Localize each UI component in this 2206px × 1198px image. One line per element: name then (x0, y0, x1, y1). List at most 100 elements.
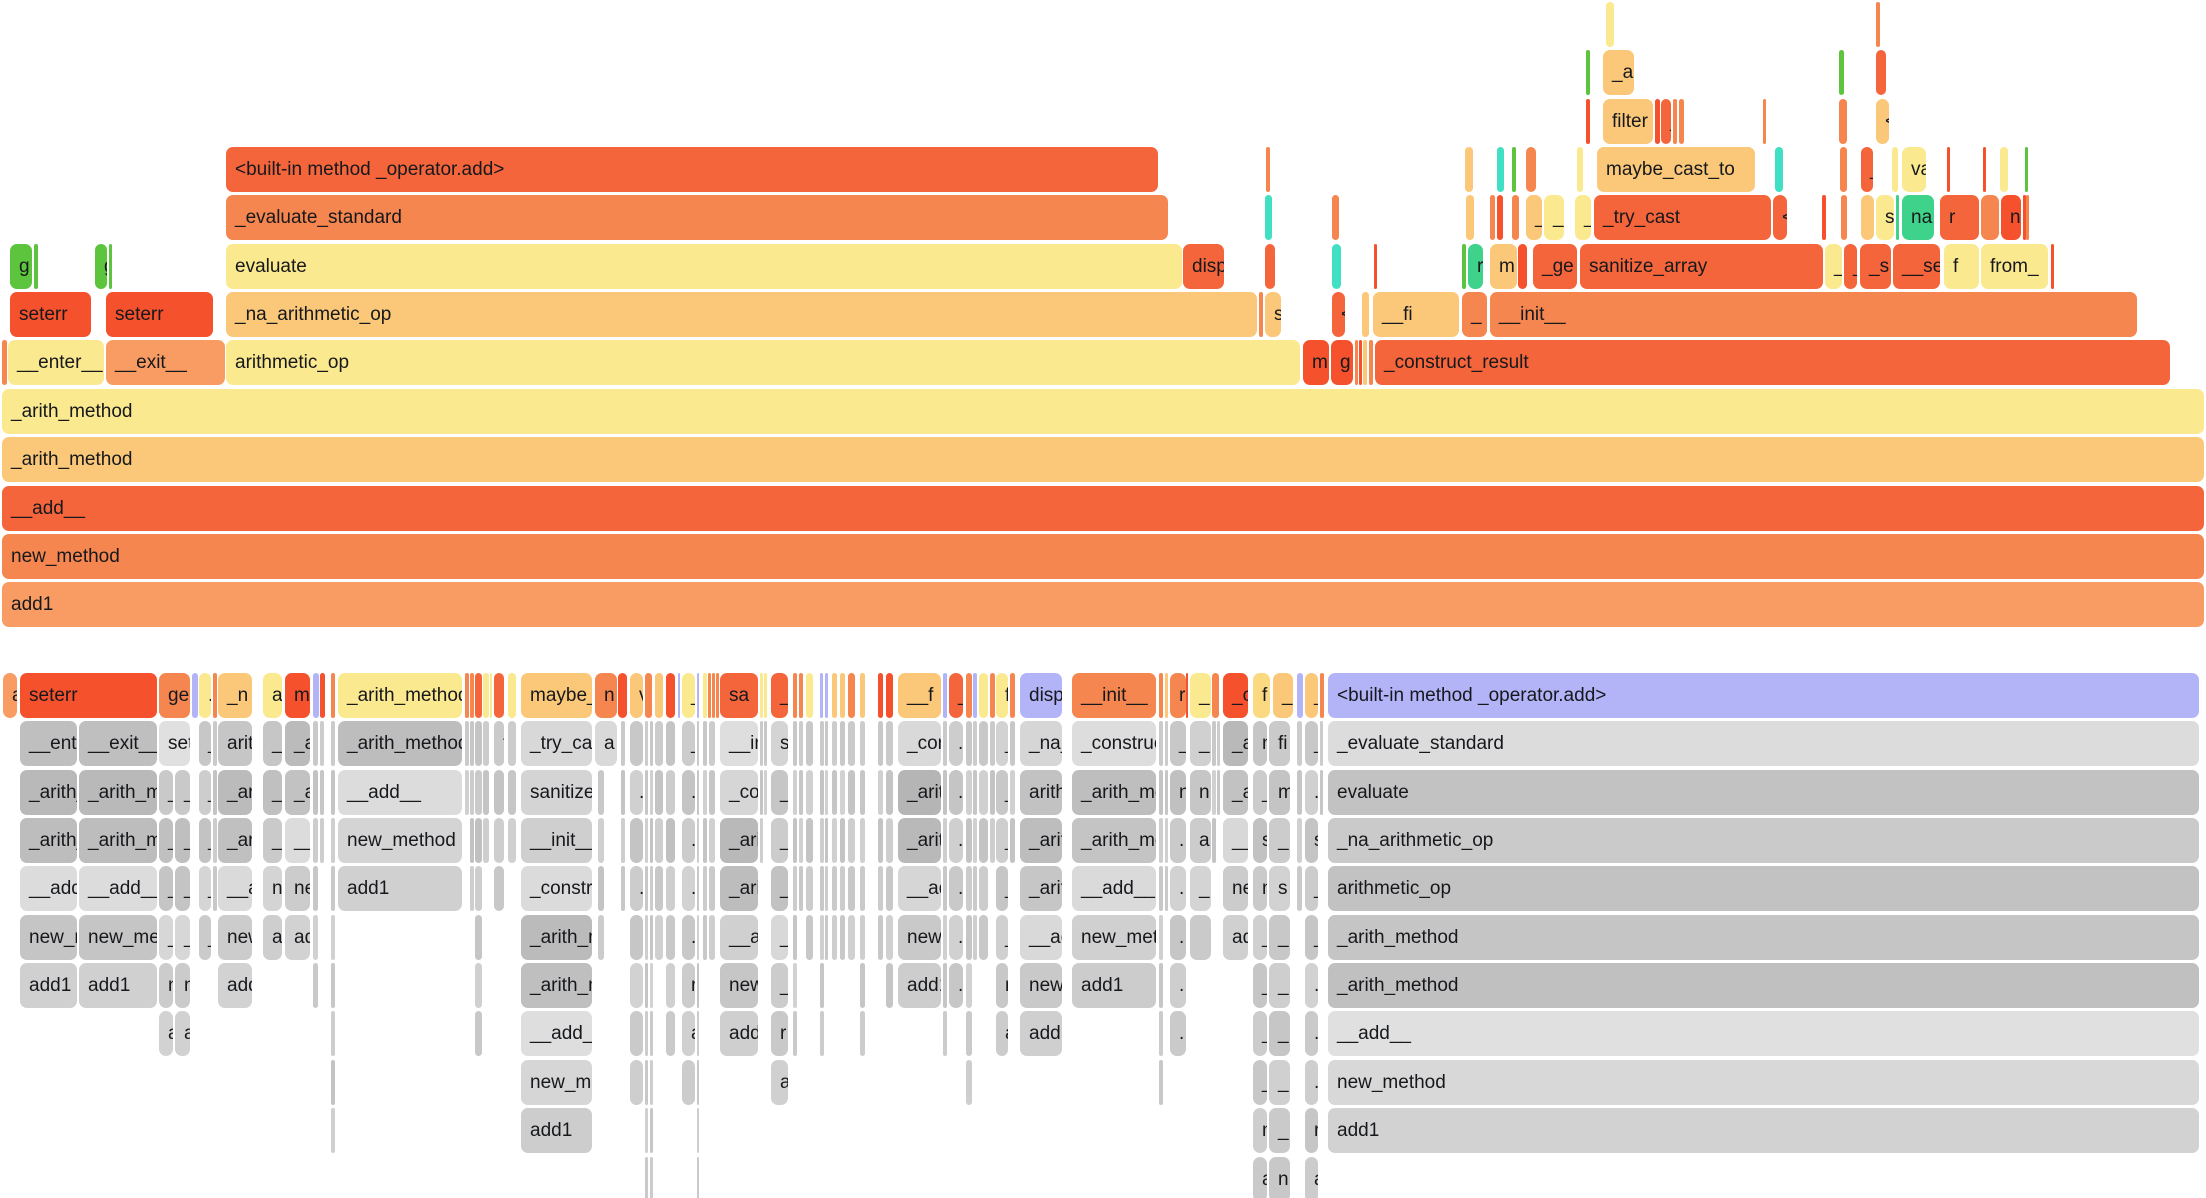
flame-frame[interactable]: _ (996, 721, 1008, 767)
flame-frame[interactable] (1332, 195, 1339, 241)
flame-frame[interactable]: _ (771, 866, 788, 912)
flame-frame[interactable]: . (682, 769, 695, 815)
flame-frame[interactable] (1512, 195, 1519, 241)
flame-frame[interactable]: _arith_method (159, 818, 173, 864)
flame-frame[interactable] (666, 963, 675, 1009)
flame-frame[interactable] (799, 673, 803, 718)
flame-frame[interactable] (475, 1011, 482, 1057)
flame-frame[interactable]: g (10, 243, 32, 289)
flame-frame[interactable]: . (949, 818, 963, 864)
flame-frame[interactable] (331, 866, 335, 912)
flame-frame[interactable] (666, 1011, 675, 1057)
flame-frame[interactable]: new_method (338, 818, 462, 864)
flame-frame[interactable] (483, 673, 489, 718)
flame-frame[interactable] (1265, 195, 1272, 241)
flame-frame[interactable]: a (595, 721, 617, 767)
flame-frame[interactable]: seterr (20, 673, 157, 718)
flame-frame[interactable] (621, 721, 625, 767)
flame-frame[interactable] (650, 1156, 653, 1198)
flame-frame[interactable] (1861, 195, 1874, 241)
flame-frame[interactable] (709, 818, 715, 864)
flame-frame[interactable]: new_method (1072, 914, 1156, 960)
flame-frame[interactable] (645, 1059, 648, 1105)
flame-frame[interactable]: _arith_method (720, 818, 758, 864)
flame-frame[interactable]: m (1269, 769, 1290, 815)
flame-frame[interactable]: _arith_method (521, 963, 592, 1009)
flame-frame[interactable] (192, 673, 198, 718)
flame-frame[interactable] (760, 721, 763, 767)
flame-frame[interactable] (966, 818, 972, 864)
flame-frame[interactable]: _ (1253, 1059, 1267, 1105)
flame-frame[interactable]: . (630, 866, 643, 912)
flame-frame[interactable] (1840, 147, 1847, 193)
flame-frame[interactable] (1497, 195, 1503, 241)
flame-frame[interactable] (666, 769, 675, 815)
flame-frame[interactable]: m (1490, 243, 1517, 289)
flame-frame[interactable]: sa (720, 673, 758, 718)
flame-frame[interactable] (793, 818, 797, 864)
flame-frame[interactable]: seterr (159, 721, 190, 767)
flame-frame[interactable] (848, 673, 855, 718)
flame-frame[interactable]: . (630, 769, 643, 815)
flame-frame[interactable] (825, 818, 828, 864)
flame-frame[interactable] (650, 818, 653, 864)
flame-frame[interactable]: _ (1575, 195, 1591, 241)
flame-frame[interactable]: _ (860, 673, 865, 718)
flame-frame[interactable]: _ (1305, 673, 1318, 718)
flame-frame[interactable]: _arith_method (1072, 769, 1156, 815)
flame-frame[interactable] (313, 866, 318, 912)
flame-frame[interactable] (703, 769, 707, 815)
flame-frame[interactable]: evaluate (226, 243, 1182, 289)
flame-frame[interactable] (764, 673, 767, 718)
flame-frame[interactable] (508, 769, 516, 815)
flame-frame[interactable] (806, 914, 813, 960)
flame-frame[interactable] (886, 914, 893, 960)
flame-frame[interactable] (1212, 673, 1219, 718)
flame-frame[interactable] (650, 1108, 653, 1154)
flame-frame[interactable]: maybe_cast_to (521, 673, 592, 718)
flame-frame[interactable] (886, 721, 893, 767)
flame-frame[interactable]: _ (771, 818, 788, 864)
flame-frame[interactable] (1297, 769, 1302, 815)
flame-frame[interactable]: ge (159, 673, 190, 718)
flame-frame[interactable]: __add__ (1072, 866, 1156, 912)
flame-frame[interactable]: _ (199, 721, 211, 767)
flame-frame[interactable] (820, 963, 824, 1009)
flame-frame[interactable] (840, 914, 845, 960)
flame-frame[interactable]: _construct_result (1072, 721, 1156, 767)
flame-frame[interactable]: n (1253, 721, 1267, 767)
flame-frame[interactable] (1512, 147, 1516, 193)
flame-frame[interactable] (697, 1108, 699, 1154)
flame-frame[interactable] (1159, 769, 1163, 815)
flame-frame[interactable] (832, 721, 837, 767)
flame-frame[interactable]: na (1902, 195, 1934, 241)
flame-frame[interactable]: _construct_result (521, 866, 592, 912)
flame-frame[interactable]: __add__ (79, 866, 157, 912)
flame-frame[interactable]: n (595, 673, 617, 718)
flame-frame[interactable]: f (996, 673, 1008, 718)
flame-frame[interactable] (886, 673, 893, 718)
flame-frame[interactable] (1010, 769, 1015, 815)
flame-frame[interactable]: add1 (1020, 1011, 1062, 1057)
flame-frame[interactable] (494, 673, 504, 718)
flame-frame[interactable]: . (1170, 818, 1186, 864)
flame-frame[interactable] (832, 914, 837, 960)
flame-frame[interactable] (1362, 292, 1369, 338)
flame-frame[interactable] (650, 1011, 653, 1057)
flame-frame[interactable] (494, 769, 504, 815)
flame-frame[interactable]: . (949, 963, 963, 1009)
flame-frame[interactable]: . (806, 818, 813, 864)
flame-frame[interactable]: _arith_method (159, 866, 173, 912)
flame-frame[interactable] (832, 673, 837, 718)
flame-frame[interactable] (793, 963, 797, 1009)
flame-frame[interactable]: f (1944, 243, 1979, 289)
flame-frame[interactable] (331, 1011, 335, 1057)
flame-frame[interactable] (645, 769, 648, 815)
flame-frame[interactable]: _ (1269, 914, 1290, 960)
flame-frame[interactable] (878, 914, 883, 960)
flame-frame[interactable] (1320, 673, 1324, 718)
flame-frame[interactable]: _ (996, 914, 1008, 960)
flame-frame[interactable] (820, 673, 823, 718)
flame-frame[interactable] (1159, 673, 1163, 718)
flame-frame[interactable]: new_method (218, 914, 252, 960)
